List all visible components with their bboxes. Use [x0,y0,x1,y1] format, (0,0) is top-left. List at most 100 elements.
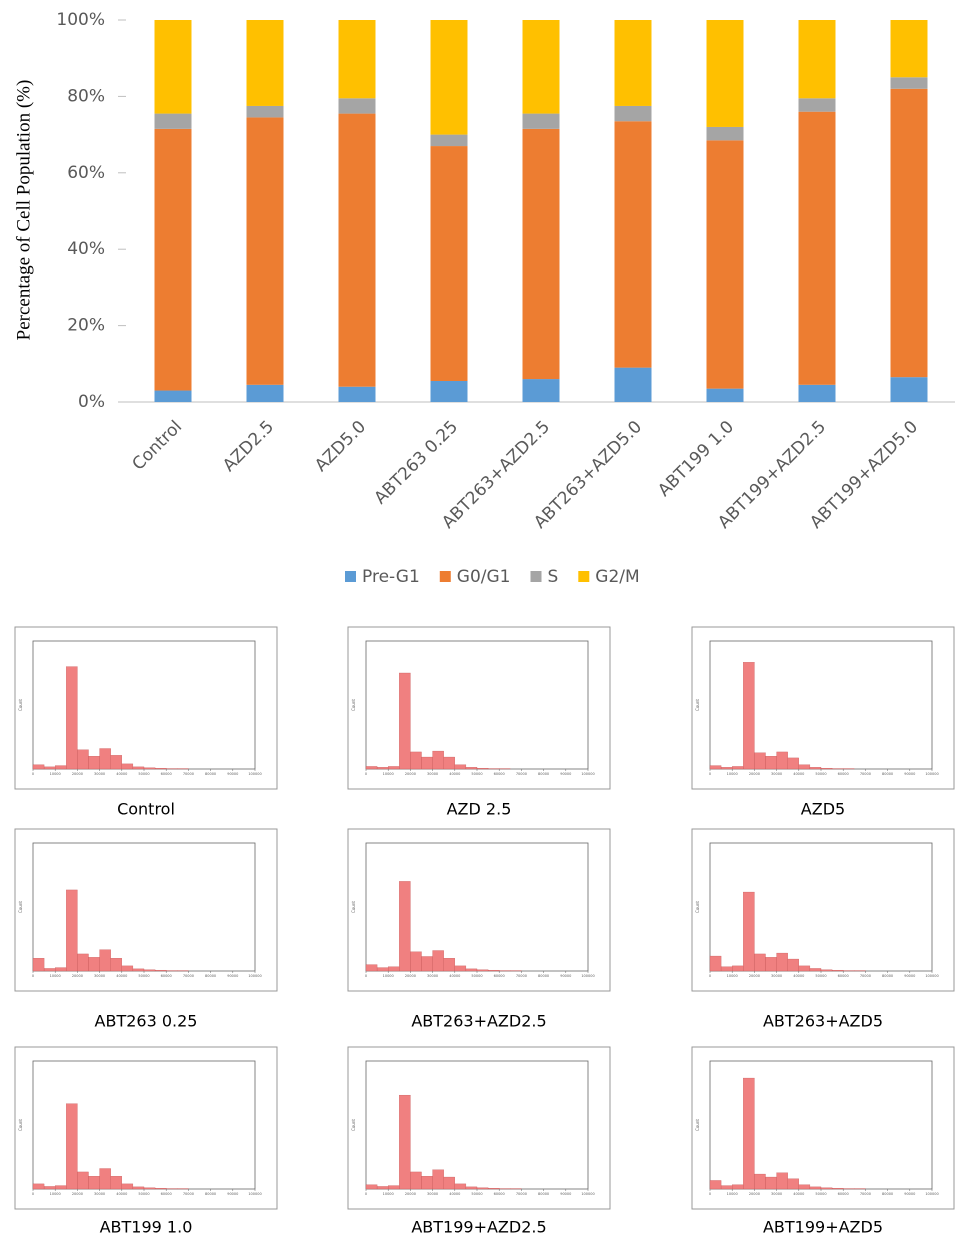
bar-segment [339,20,376,98]
histogram-bar [810,1187,821,1189]
y-tick-label: 80% [67,86,105,106]
legend-label: Pre-G1 [362,567,420,587]
histogram-bar [721,767,732,769]
histogram-bar [77,1172,88,1189]
histogram-bar [743,1078,754,1189]
x-tick-label: 0 [365,974,367,978]
histogram-bar [743,662,754,769]
y-axis-label: Count [18,699,23,711]
x-tick-label: 40000 [449,1192,460,1196]
histogram-bar [388,1186,399,1189]
y-axis-label: Count [351,901,356,913]
histogram-bar [377,1186,388,1189]
histogram-bar [155,768,166,769]
y-axis-label: Count [695,699,700,711]
histogram-bar [111,1176,122,1189]
bar-segment [891,89,928,377]
histogram-bar [433,751,444,769]
x-tick-label: 70000 [860,772,871,776]
legend-label: G2/M [595,567,639,587]
x-tick-label: 60000 [838,974,849,978]
y-tick-label: 0% [78,392,105,412]
bar-segment [339,98,376,113]
bar-segment [707,127,744,140]
histogram-bar [66,667,77,769]
x-tick-label: 80000 [205,1192,216,1196]
x-tick-label: 0 [32,772,34,776]
x-tick-label: 90000 [560,974,571,978]
histogram-bar [111,958,122,971]
x-tick-label: ABT263 0.25 [371,417,462,508]
histogram-bar [477,970,488,971]
histogram-bar [732,1185,743,1189]
panel-caption: Control [117,800,175,819]
histogram-bar [155,970,166,971]
histogram-bar [832,970,843,971]
x-tick-label: 70000 [516,974,527,978]
bar-segment [799,98,836,111]
x-tick-label: 30000 [94,1192,105,1196]
x-tick-label: 50000 [815,1192,826,1196]
x-tick-label: 10000 [50,974,61,978]
histogram-bar [144,970,155,971]
x-tick-label: 0 [709,1192,711,1196]
bar-segment [615,368,652,402]
x-tick-label: 100000 [581,1192,594,1196]
histogram-bar [832,1188,843,1189]
x-tick-label: 80000 [205,772,216,776]
y-tick-label: 40% [67,239,105,259]
histogram-bar [488,970,499,971]
x-tick-label: 90000 [560,772,571,776]
histogram-bar [55,766,66,769]
x-tick-label: 50000 [471,1192,482,1196]
panel-caption: ABT199+AZD2.5 [411,1218,546,1237]
histogram-bar [422,1176,433,1189]
histogram-bar [766,957,777,971]
histogram-bar [44,1186,55,1189]
y-axis-label: Count [695,901,700,913]
x-tick-label: 40000 [449,772,460,776]
histogram-bar [766,1177,777,1189]
bar-segment [891,20,928,77]
x-tick-label: 40000 [793,1192,804,1196]
histogram-bar [399,881,410,971]
x-tick-label: 0 [365,772,367,776]
bar-segment [155,114,192,129]
histogram-bar [433,1170,444,1189]
bar-segment [523,114,560,129]
x-tick-label: 80000 [538,772,549,776]
x-tick-label: 60000 [494,1192,505,1196]
bar-segment [339,114,376,387]
x-tick-label: 100000 [925,1192,938,1196]
panel-caption: AZD 2.5 [447,800,512,819]
x-tick-label: 100000 [581,772,594,776]
y-axis-label: Count [695,1119,700,1131]
histogram-bar [111,755,122,769]
x-tick-label: 60000 [161,772,172,776]
x-tick-label: AZD5.0 [311,417,370,476]
legend-swatch [578,571,589,582]
bar-segment [799,20,836,98]
histogram-bar [366,1185,377,1189]
bar-segment [523,129,560,379]
histogram-bar [100,1169,111,1189]
x-tick-label: 50000 [471,772,482,776]
bar-segment [615,121,652,367]
histogram-bar [788,758,799,769]
histogram-bar [455,1184,466,1189]
histogram-bar [455,966,466,971]
bar-segment [799,385,836,402]
panel-caption: AZD5 [801,800,845,819]
histogram-bar [444,1177,455,1189]
histogram-bar [55,968,66,971]
x-tick-label: 90000 [904,974,915,978]
x-tick-label: 20000 [749,1192,760,1196]
histogram-bar [444,757,455,769]
histogram-bar [66,1104,77,1189]
x-tick-label: 100000 [581,974,594,978]
x-tick-label: 40000 [116,1192,127,1196]
histogram-bar [799,966,810,971]
histogram-bar [89,957,100,971]
histogram-bar [144,1188,155,1189]
histogram-bar [377,968,388,971]
